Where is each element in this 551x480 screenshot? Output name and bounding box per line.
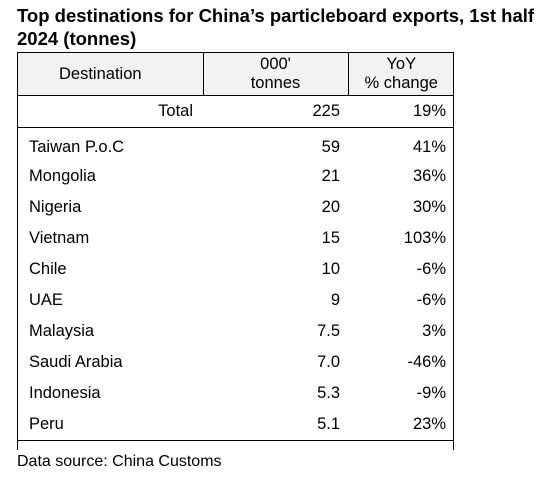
destination-name: Malaysia bbox=[29, 322, 95, 340]
destination-change: -46% bbox=[407, 353, 446, 371]
destination-name: Taiwan P.o.C bbox=[29, 138, 125, 156]
destination-volume: 7.0 bbox=[317, 353, 340, 371]
destination-volume: 9 bbox=[330, 291, 340, 309]
destination-name: Saudi Arabia bbox=[29, 353, 123, 371]
total-row: Total 225 19% bbox=[17, 95, 454, 128]
data-source-note: Data source: China Customs bbox=[17, 453, 222, 470]
destination-change: -6% bbox=[416, 291, 446, 309]
header-row: Destination 000' tonnes YoY % change bbox=[17, 52, 454, 96]
destination-change: 103% bbox=[403, 229, 446, 247]
destination-change: 41% bbox=[412, 138, 446, 156]
destination-volume: 7.5 bbox=[317, 322, 340, 340]
destination-name: Mongolia bbox=[29, 167, 96, 185]
table-row: UAE 9 -6% bbox=[17, 285, 454, 316]
table-row: Taiwan P.o.C 59 41% bbox=[17, 128, 454, 162]
table-row: Vietnam 15 103% bbox=[17, 223, 454, 254]
destination-rows: Taiwan P.o.C 59 41% Mongolia 21 36% Nige… bbox=[17, 128, 454, 441]
table-row: Chile 10 -6% bbox=[17, 254, 454, 285]
table-row: Saudi Arabia 7.0 -46% bbox=[17, 347, 454, 378]
destination-volume: 21 bbox=[321, 167, 340, 185]
table-row: Indonesia 5.3 -9% bbox=[17, 378, 454, 409]
destination-name: UAE bbox=[29, 291, 63, 309]
destination-volume: 59 bbox=[321, 138, 340, 156]
table-row: Nigeria 20 30% bbox=[17, 192, 454, 223]
destination-name: Indonesia bbox=[29, 384, 101, 402]
total-volume: 225 bbox=[203, 95, 348, 128]
total-label: Total bbox=[17, 95, 203, 128]
destination-change: 23% bbox=[348, 409, 454, 441]
total-section: Total 225 19% bbox=[17, 95, 454, 128]
exports-table: Destination 000' tonnes YoY % change Tot… bbox=[17, 52, 454, 441]
column-header-destination: Destination bbox=[17, 52, 203, 96]
destination-change: -6% bbox=[416, 260, 446, 278]
column-header-change-line2: % change bbox=[364, 74, 438, 92]
table-row: Peru 5.1 23% bbox=[17, 409, 454, 441]
destination-change: -9% bbox=[416, 384, 446, 402]
column-header-volume-line1: 000' bbox=[260, 55, 291, 73]
destination-change: 30% bbox=[412, 198, 446, 216]
column-header-volume-line2: tonnes bbox=[250, 74, 301, 92]
table-row: Malaysia 7.5 3% bbox=[17, 316, 454, 347]
destination-name: Vietnam bbox=[29, 229, 90, 247]
destination-name: Peru bbox=[17, 409, 203, 441]
total-change: 19% bbox=[348, 95, 454, 128]
table-header: Destination 000' tonnes YoY % change bbox=[17, 52, 454, 96]
column-header-change-line1: YoY bbox=[386, 55, 417, 73]
destination-change: 36% bbox=[412, 167, 446, 185]
destination-volume: 10 bbox=[321, 260, 340, 278]
destination-change: 3% bbox=[422, 322, 446, 340]
destination-volume: 5.3 bbox=[317, 384, 340, 402]
table-row: Mongolia 21 36% bbox=[17, 161, 454, 192]
destination-volume: 15 bbox=[321, 229, 340, 247]
destination-volume: 5.1 bbox=[203, 409, 348, 441]
page-title: Top destinations for China’s particleboa… bbox=[17, 5, 535, 49]
destination-name: Chile bbox=[29, 260, 67, 278]
column-header-volume: 000' tonnes bbox=[202, 52, 348, 96]
destination-name: Nigeria bbox=[29, 198, 82, 216]
destination-volume: 20 bbox=[321, 198, 340, 216]
column-header-change: YoY % change bbox=[347, 52, 454, 96]
